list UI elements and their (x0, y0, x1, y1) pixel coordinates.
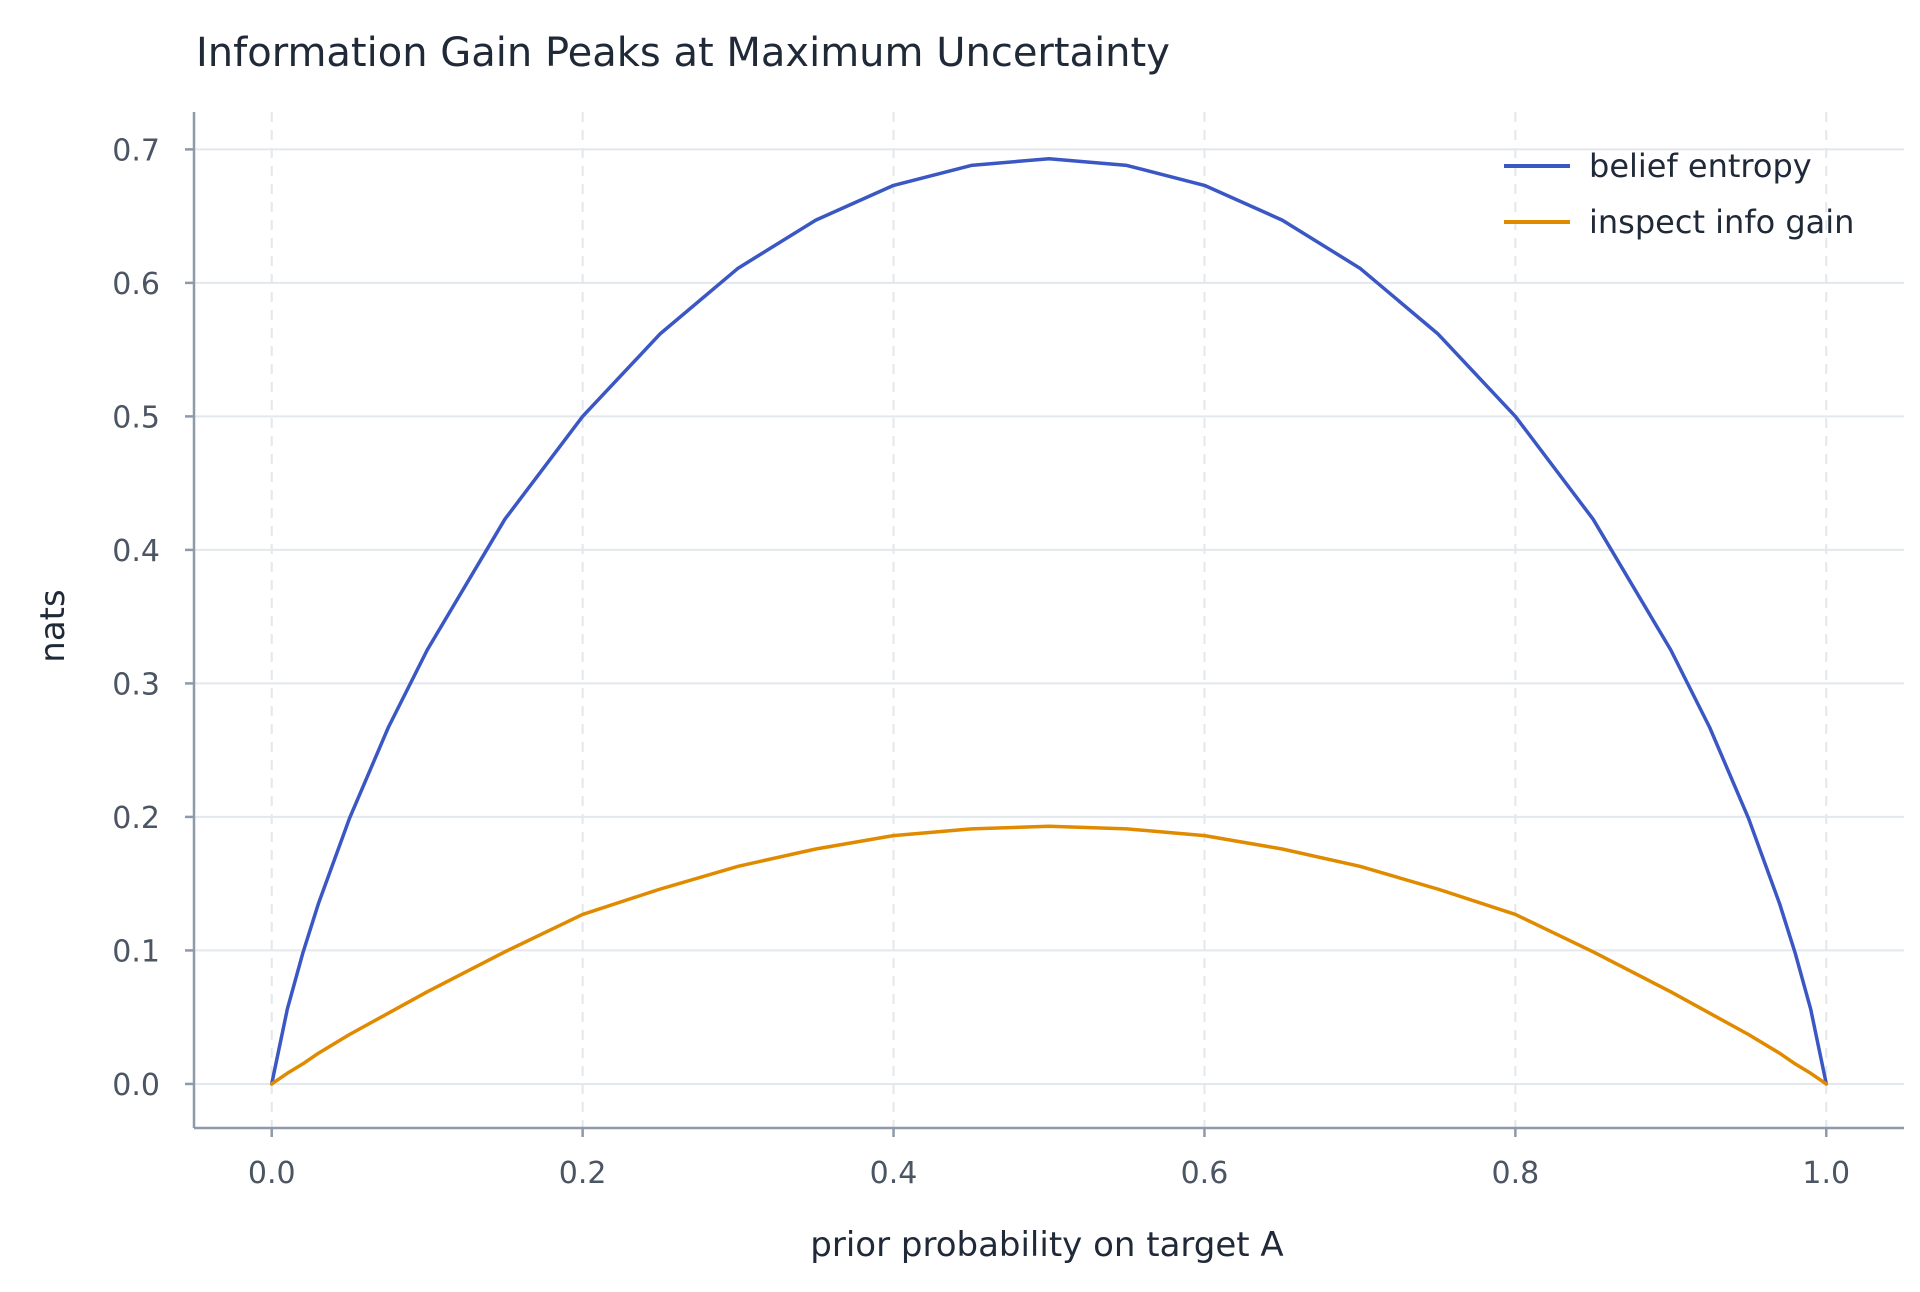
x-tick-label: 0.4 (870, 1156, 918, 1191)
x-axis-label: prior probability on target A (810, 1225, 1283, 1265)
y-tick-label: 0.4 (112, 534, 160, 569)
legend-label: inspect info gain (1589, 203, 1854, 241)
x-tick-label: 1.0 (1802, 1156, 1850, 1191)
axes (185, 112, 1904, 1137)
x-tick-label: 0.8 (1492, 1156, 1540, 1191)
y-tick-label: 0.1 (112, 934, 160, 969)
y-tick-label: 0.3 (112, 667, 160, 702)
y-axis-label: nats (33, 589, 73, 662)
y-tick-label: 0.0 (112, 1068, 160, 1103)
series (269, 156, 1829, 1086)
y-tick-label: 0.6 (112, 267, 160, 302)
legend: belief entropy inspect info gain (1504, 147, 1854, 241)
x-tick-label: 0.6 (1181, 1156, 1229, 1191)
x-tick-label: 0.0 (248, 1156, 296, 1191)
y-tick-label: 0.5 (112, 400, 160, 435)
series-line-belief-entropy (269, 156, 1829, 1086)
series-line-inspect-info-gain (269, 824, 1829, 1086)
y-tick-label: 0.7 (112, 133, 160, 168)
y-tick-label: 0.2 (112, 801, 160, 836)
tick-labels: 0.0 0.1 0.2 0.3 0.4 0.5 0.6 0.7 0.0 0.2 0.4 0.6 0.8 1… (112, 133, 1850, 1191)
chart-title: Information Gain Peaks at Maximum Uncert… (196, 30, 1170, 76)
legend-label: belief entropy (1589, 147, 1812, 185)
x-tick-label: 0.2 (559, 1156, 607, 1191)
grid (194, 112, 1904, 1128)
